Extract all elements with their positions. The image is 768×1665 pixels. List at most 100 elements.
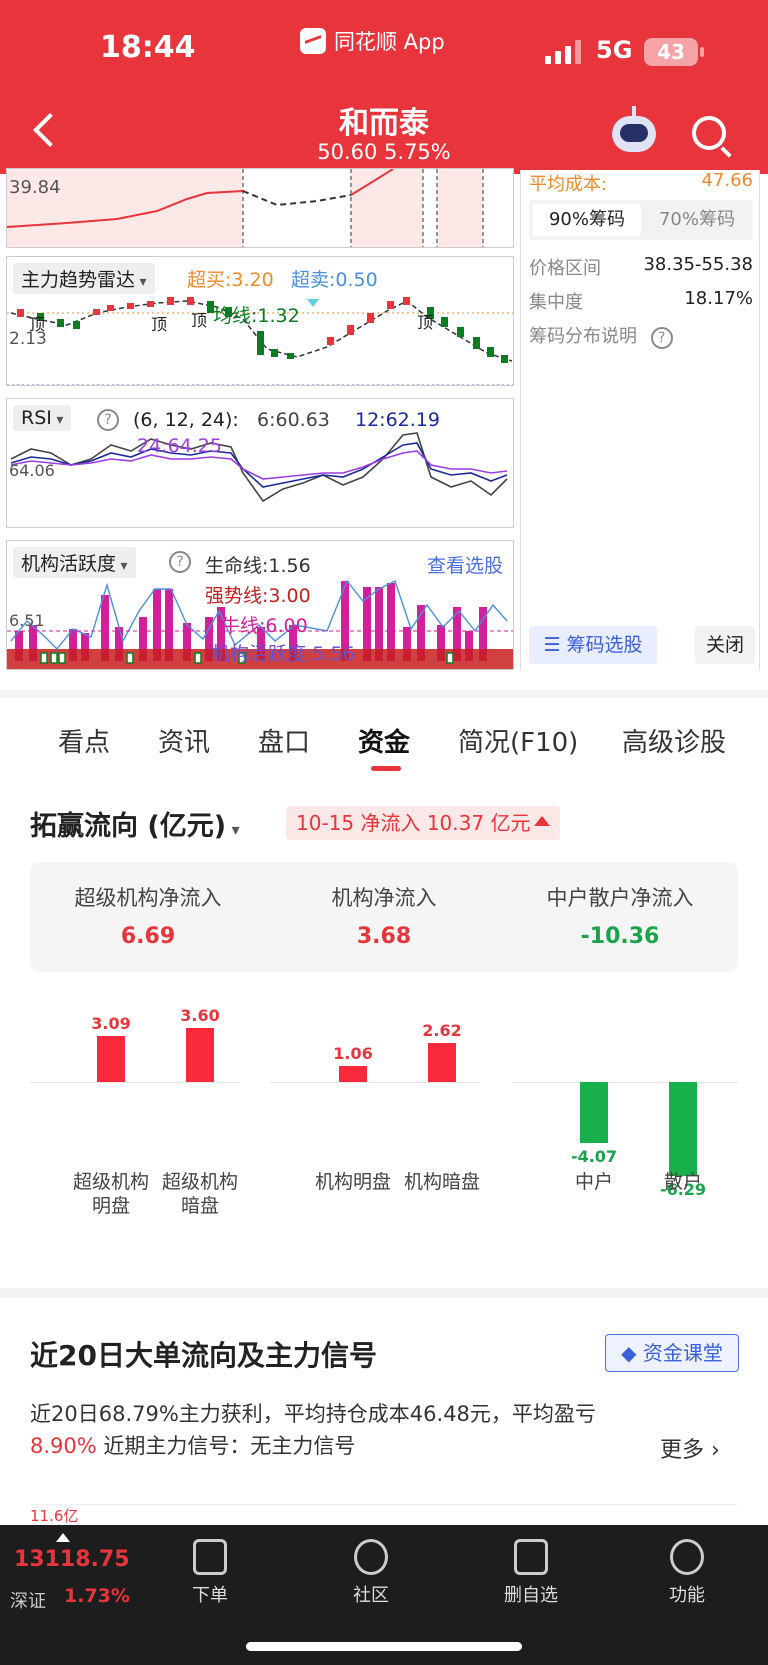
radar-top-label: 顶 [191, 311, 208, 330]
flow-bar-label: 3.09 [91, 1013, 131, 1033]
nav-community[interactable]: 社区 [316, 1535, 426, 1607]
bottom-bar: 13118.75 深证 1.73% 下单 社区 删自选 功能 [0, 1525, 768, 1665]
chips-pick-button[interactable]: ☰ 筹码选股 [529, 626, 657, 664]
flow-bar-label: -6.29 [659, 1180, 707, 1200]
network-label: 5G [596, 36, 633, 64]
chips-range: 价格区间 38.35-55.38 [529, 254, 753, 279]
header: 18:44 同花顺 App 5G 43 和而泰 50.60 5.75% [0, 0, 768, 174]
activity-act: 机构活跃度:5.56 [211, 643, 355, 665]
activity-pick-link[interactable]: 查看选股 [427, 555, 504, 577]
flow-bar-label: -4.07 [570, 1147, 618, 1167]
up-arrow-icon [534, 816, 551, 826]
search-icon[interactable] [692, 116, 726, 150]
tab-diagnosis[interactable]: 高级诊股 [622, 728, 727, 758]
nav-order[interactable]: 下单 [155, 1535, 265, 1607]
tab-orderbook[interactable]: 盘口 [258, 728, 311, 758]
rsi-help-icon[interactable]: ? [97, 407, 119, 431]
activity-panel: 机构活跃度 ? 生命线:1.56 查看选股 强势线:3.00 牛线:6.00 机… [6, 540, 514, 670]
zero-line [30, 1082, 240, 1083]
chips-avg-cost: 平均成本: 47.66 [529, 170, 753, 195]
activity-level: 6.51 [9, 611, 45, 630]
d20-signal: 无主力信号 [250, 1434, 356, 1458]
flow-bar [580, 1082, 608, 1144]
battery-icon: 43 [644, 38, 704, 66]
flow-bar-label: 3.60 [180, 1006, 220, 1025]
rsi-chart [10, 432, 508, 503]
menu-circle-icon [670, 1539, 704, 1575]
minus-box-icon [514, 1539, 548, 1575]
radar-panel: 主力趋势雷达 超买:3.20 超卖:0.50 均线:1.32 2.13 顶 顶 … [6, 256, 514, 386]
radar-top-label: 顶 [151, 315, 168, 334]
chevron-right-icon: › [704, 1438, 720, 1463]
flow-bar-label: 2.62 [422, 1020, 462, 1040]
tab-chips-90[interactable]: 90%筹码 [533, 204, 641, 236]
price-level: 39.84 [9, 177, 61, 198]
flow-title[interactable]: 拓赢流向 (亿元) [30, 804, 240, 843]
chips-desc[interactable]: 筹码分布说明 ? [529, 322, 753, 349]
rsi-6: 6:60.63 [257, 409, 330, 431]
radar-selector[interactable]: 主力趋势雷达 [13, 263, 155, 294]
summary-cell: 中户散户净流入 -10.36 [546, 886, 694, 949]
flow-bar [97, 1035, 125, 1082]
list-icon: ☰ [543, 634, 567, 656]
nav-remove-watch[interactable]: 删自选 [476, 1535, 586, 1607]
tab-chips-70[interactable]: 70%筹码 [658, 209, 735, 230]
stock-name: 和而泰 [339, 106, 429, 141]
zero-line [270, 1082, 480, 1083]
nav-functions[interactable]: 功能 [632, 1535, 742, 1607]
section-tabs: 看点 资讯 盘口 资金 简况(F10) 高级诊股 [0, 690, 768, 771]
tab-profile[interactable]: 简况(F10) [458, 728, 579, 758]
robot-assistant-icon[interactable] [612, 106, 656, 152]
status-app-label: 同花顺 App [334, 30, 445, 54]
price-chart [7, 169, 484, 247]
tab-funds[interactable]: 资金 [358, 728, 411, 758]
activity-help-icon[interactable]: ? [169, 549, 191, 573]
d20-title: 近20日大单流向及主力信号 [30, 1339, 377, 1372]
rsi-selector[interactable]: RSI [13, 405, 72, 431]
chips-help-icon[interactable]: ? [650, 327, 673, 349]
flow-badge: 10-15 净流入 10.37 亿元 [286, 806, 561, 840]
flow-bar-category: 超级机构 暗盘 [161, 1171, 238, 1217]
rsi-12: 12:62.19 [355, 409, 440, 431]
summary-cell: 超级机构净流入 6.69 [74, 886, 222, 949]
funds-class-button[interactable]: ◆ 资金课堂 [605, 1334, 739, 1372]
status-app: 同花顺 App [300, 26, 445, 56]
expand-up-icon[interactable] [56, 1533, 70, 1542]
radar-chart [7, 297, 513, 385]
activity-chart [7, 579, 513, 669]
activity-bars [15, 581, 487, 661]
flow-bar-category: 中户 [574, 1171, 613, 1193]
d20-axis-top: 11.6亿 [30, 1507, 79, 1525]
flow-bar-category: 机构明盘 [314, 1171, 391, 1193]
index-value[interactable]: 13118.75 [14, 1547, 130, 1572]
flow-bar-category: 机构暗盘 [403, 1171, 480, 1193]
summary-cell: 机构净流入 3.68 [331, 886, 437, 949]
tab-news[interactable]: 资讯 [158, 728, 211, 758]
activity-life: 生命线:1.56 [205, 555, 311, 577]
more-link[interactable]: 更多 › [660, 1438, 720, 1463]
radar-level: 2.13 [9, 329, 47, 349]
d20-summary: 近20日68.79%主力获利，平均持仓成本46.48元，平均盈亏 8.90% 近… [30, 1402, 596, 1458]
chips-close-button[interactable]: 关闭 [695, 626, 755, 664]
chips-tabs: 90%筹码 70%筹码 [529, 200, 753, 240]
radar-avg: 均线:1.32 [213, 305, 300, 327]
status-time: 18:44 [100, 30, 196, 65]
stock-price: 50.60 5.75% [317, 140, 451, 164]
flow-bar [339, 1066, 367, 1082]
rsi-level: 64.06 [9, 461, 55, 480]
flow-bar [669, 1082, 697, 1177]
activity-strong: 强势线:3.00 [205, 585, 311, 607]
flow-bar-category: 散户 [663, 1171, 702, 1193]
home-indicator [246, 1642, 522, 1651]
radar-buy: 超买:3.20 [187, 269, 274, 291]
signal-icon [545, 40, 581, 64]
rsi-params: (6, 12, 24): [133, 409, 239, 431]
flow-bar [428, 1042, 456, 1082]
flow-bar [186, 1028, 214, 1082]
activity-bull: 牛线:6.00 [221, 615, 308, 637]
star-badge-icon [354, 1539, 388, 1575]
tab-kandian[interactable]: 看点 [58, 728, 111, 758]
section-divider [0, 1288, 768, 1298]
activity-selector[interactable]: 机构活跃度 [13, 547, 136, 578]
